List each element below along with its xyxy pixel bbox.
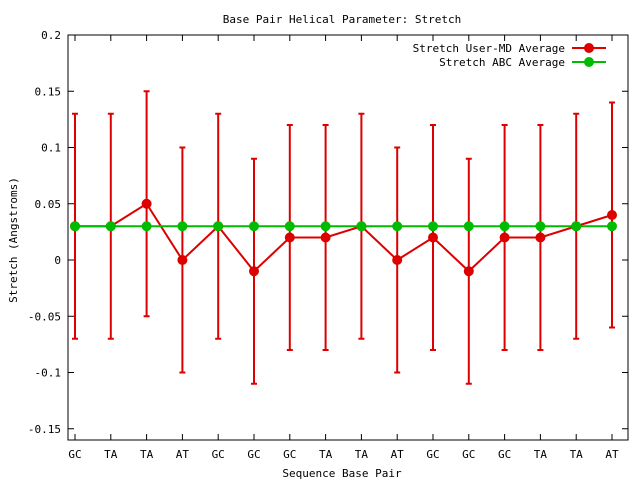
data-point-user-md — [249, 266, 259, 277]
data-point-abc — [177, 221, 188, 232]
data-point-abc — [392, 221, 403, 232]
x-tick-label: GC — [247, 448, 260, 461]
x-tick-label: GC — [212, 448, 225, 461]
y-tick-label: -0.1 — [35, 367, 62, 380]
legend-user-md-marker — [584, 43, 594, 53]
data-point-user-md — [535, 232, 546, 243]
data-point-abc — [499, 221, 510, 232]
y-tick-label: 0.2 — [41, 29, 61, 42]
y-tick-label: 0.1 — [41, 142, 61, 155]
data-point-abc — [70, 221, 80, 232]
data-point-abc — [571, 221, 582, 232]
data-point-user-md — [392, 255, 403, 265]
x-tick-label: GC — [426, 448, 439, 461]
series-user-md-line — [75, 202, 613, 273]
data-point-abc — [141, 221, 152, 232]
x-tick-label: TA — [534, 448, 548, 461]
x-tick-label: GC — [68, 448, 81, 461]
y-tick-label: 0.15 — [35, 85, 62, 98]
y-tick-label: 0.05 — [35, 198, 62, 211]
x-tick-label: AT — [176, 448, 190, 461]
data-point-abc — [463, 221, 474, 232]
x-tick-label: GC — [462, 448, 475, 461]
data-point-user-md — [141, 198, 152, 209]
x-tick-label: TA — [570, 448, 584, 461]
x-tick-label: TA — [104, 448, 118, 461]
x-axis-label: Sequence Base Pair — [282, 467, 402, 480]
plot-frame — [67, 34, 629, 441]
y-axis-label: Stretch (Angstroms) — [7, 177, 20, 303]
data-point-user-md — [463, 266, 474, 277]
data-point-user-md — [428, 232, 438, 243]
data-point-abc — [320, 221, 331, 232]
data-point-user-md — [284, 232, 295, 243]
data-point-abc — [607, 221, 617, 232]
data-point-user-md — [177, 255, 188, 265]
data-point-user-md — [320, 232, 331, 243]
data-point-abc — [356, 221, 367, 232]
data-point-abc — [428, 221, 438, 232]
y-tick-label: -0.15 — [28, 423, 61, 436]
x-tick-label: GC — [498, 448, 511, 461]
x-tick-label: TA — [355, 448, 369, 461]
x-tick-label: AT — [391, 448, 405, 461]
data-point-user-md — [499, 232, 510, 243]
y-tick-label: 0 — [54, 254, 61, 267]
legend-abc-marker — [584, 57, 594, 67]
legend-user-md-label: Stretch User-MD Average — [413, 42, 565, 55]
data-point-abc — [213, 221, 224, 232]
x-tick-label: GC — [283, 448, 296, 461]
data-point-abc — [105, 221, 116, 232]
x-tick-label: TA — [319, 448, 333, 461]
legend-abc-label: Stretch ABC Average — [439, 56, 565, 69]
y-tick-label: -0.05 — [28, 310, 61, 323]
data-point-user-md — [607, 210, 617, 220]
data-point-abc — [535, 221, 546, 232]
data-point-abc — [284, 221, 295, 232]
chart-title: Base Pair Helical Parameter: Stretch — [223, 13, 461, 26]
x-tick-label: AT — [605, 448, 619, 461]
x-tick-label: TA — [140, 448, 154, 461]
data-point-abc — [249, 221, 259, 232]
